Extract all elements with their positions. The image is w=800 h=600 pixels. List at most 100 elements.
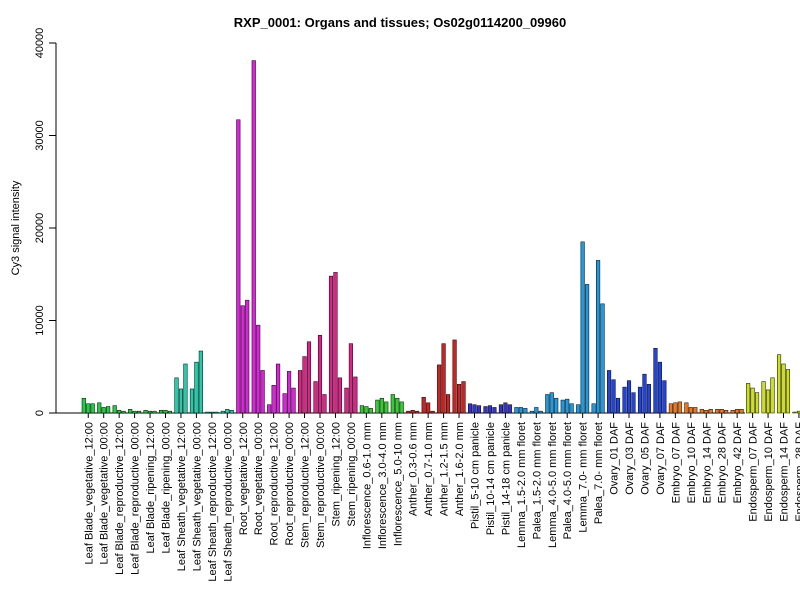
bar [642,373,647,414]
y-tick-label: 40000 [34,28,46,59]
bar [97,402,102,414]
bar [529,410,534,414]
bar [503,402,508,414]
bar [457,384,462,414]
x-tick-label: Ovary_05 DAF [639,422,651,495]
bar [194,361,199,414]
bar [715,409,720,414]
bar [719,409,724,414]
bar [653,348,658,414]
bar [631,392,636,414]
bar [174,377,179,414]
bar [684,402,689,414]
bar [591,403,596,414]
bar [580,241,585,414]
bar [112,405,117,414]
x-tick-label: Stem_reproductive_00:00 [315,422,327,548]
x-tick-label: Palea_1.5-2.0 mm floret [531,422,543,539]
bar [615,397,621,414]
y-ticks: 0 10000 20000 30000 40000 [34,28,56,416]
bar [487,405,492,414]
bar [205,411,210,414]
x-tick-label: Ovary_03 DAF [624,422,636,495]
bar [437,364,442,414]
x-tick-label: Leaf Blade_reproductive_00:00 [130,422,142,575]
bar [236,119,241,414]
bar [766,389,771,414]
bar [260,370,265,414]
x-tick-label: Embryo_10 DAF [686,422,698,504]
bar [677,401,682,414]
x-tick-label: Lemma_4.0-5.0 mm floret [547,422,559,548]
x-tick-label: Leaf Blade_vegetative_12:00 [83,422,95,565]
bar [298,370,303,414]
bar [306,341,312,414]
bar [106,406,111,414]
bar [611,379,616,414]
bar [596,260,601,414]
x-tick-label: Stem_ripening_00:00 [346,422,358,527]
x-tick-label: Anther_1.2-1.5 mm [439,422,451,516]
bar [662,380,667,414]
bar [410,409,415,414]
bar [90,403,95,414]
bar [302,356,307,414]
bar [446,394,451,414]
bar [276,363,281,414]
x-tick-label: Stem_reproductive_12:00 [300,422,312,548]
x-tick-label: Anther_1.6-2.0 mm [454,422,466,516]
bar [267,404,272,414]
bar [148,410,153,414]
bar [600,303,605,414]
bar [167,410,172,414]
bar [313,381,318,414]
bar [353,376,358,414]
bar [245,299,250,414]
bar [282,393,287,414]
bar [569,403,574,414]
x-tick-label: Embryo_28 DAF [717,422,729,504]
bar [128,409,133,414]
bar [406,410,411,414]
bar [452,339,457,414]
bar [688,407,693,414]
bar [560,399,565,414]
bar [375,399,380,414]
bar [792,411,797,414]
bar [198,350,203,414]
bar [534,407,539,414]
y-tick-label: 30000 [34,120,46,151]
bar [178,388,183,414]
bar [657,361,662,414]
bar [421,397,426,414]
bar [322,394,327,414]
bar [229,409,234,414]
bar [549,392,554,414]
x-tick-label: Anther_0.3-0.6 mm [408,422,420,516]
bar [183,363,188,414]
bar [507,404,512,414]
bar [337,377,342,414]
x-tick-label: Root_reproductive_00:00 [284,422,296,546]
bar [472,404,477,414]
bar [518,407,523,414]
bar [565,398,570,414]
x-tick-label: Root_vegetative_00:00 [253,422,265,535]
bar [426,402,431,414]
bar [492,407,497,414]
bar [730,409,735,414]
bar [256,324,261,414]
x-tick-label: Leaf Sheath_vegetative_00:00 [191,422,203,571]
bar [693,407,698,414]
x-tick-label: Lemma_1.5-2.0 mm floret [516,422,528,548]
bar [344,387,349,414]
bar [699,409,704,414]
x-tick-label: Inflorescence_5.0-10 mm [392,422,404,546]
bar [637,386,643,414]
x-tick-label: Endosperm_07 DAF [748,422,760,522]
bar [220,410,225,414]
x-tick-label: Pistil_5-10 cm panicle [470,422,482,529]
bars [81,60,800,414]
bar [750,387,755,414]
x-tick-label: Leaf Sheath_vegetative_12:00 [176,422,188,571]
